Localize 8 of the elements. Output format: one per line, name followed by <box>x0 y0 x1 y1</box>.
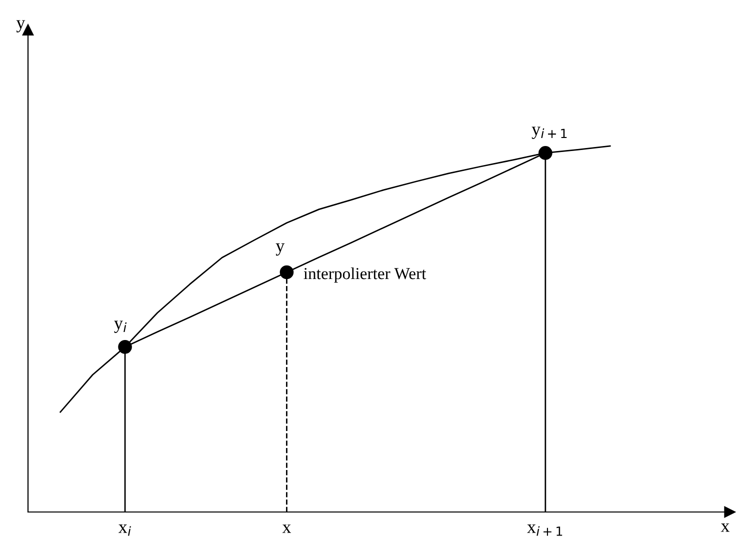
x-tick-label: x$_{i}$ <box>118 524 131 536</box>
annotation: y$_{i}$ <box>114 320 127 333</box>
x-tick-label: x <box>282 524 292 533</box>
annotation: y <box>276 243 285 256</box>
annotation: y$_{i+1}$ <box>532 126 567 139</box>
annotation: interpolierter Wert <box>304 267 426 283</box>
x-tick-label: x$_{i+1}$ <box>527 524 562 536</box>
text: y <box>16 20 26 32</box>
